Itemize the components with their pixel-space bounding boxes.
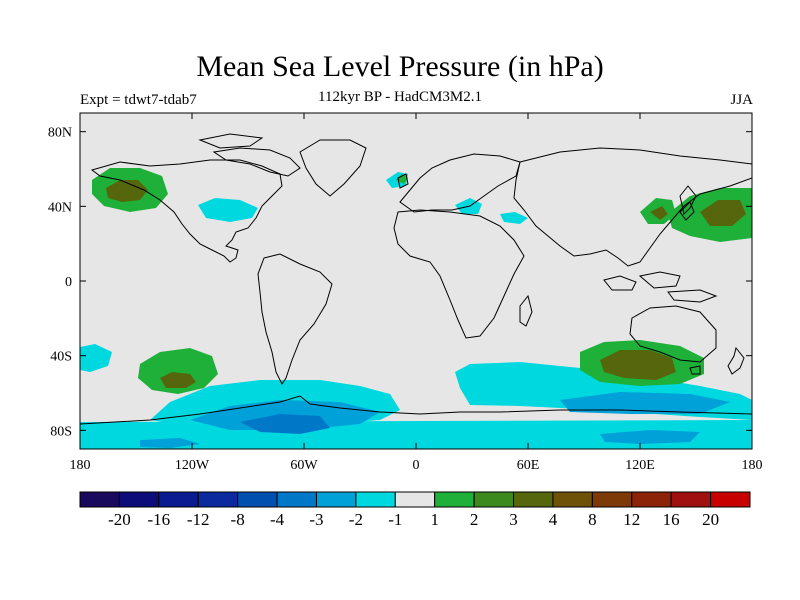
experiment-label: Expt = tdwt7-tdab7: [80, 92, 197, 108]
colorbar-label: 3: [509, 510, 518, 529]
x-tick-label: 0: [413, 458, 420, 473]
colorbar-swatch: [197, 491, 239, 508]
colorbar-swatch: [591, 491, 633, 508]
colorbar: [79, 491, 751, 508]
coastlines: [80, 133, 752, 425]
y-tick-label: 80N: [48, 126, 72, 141]
colorbar-label: -20: [108, 510, 131, 529]
colorbar-swatch: [670, 491, 712, 508]
colorbar-label: -1: [388, 510, 402, 529]
colorbar-swatch: [355, 491, 396, 508]
x-tick-label: 60E: [517, 458, 540, 473]
colorbar-label: 12: [623, 510, 640, 529]
contour-positive-highs: [92, 168, 752, 394]
contour-southern-ocean: [80, 344, 752, 449]
colorbar-swatch: [473, 491, 515, 508]
colorbar-swatch: [79, 491, 120, 508]
colorbar-swatch: [276, 491, 317, 508]
x-tick-label: 60W: [290, 458, 318, 473]
map-panel: [80, 113, 752, 449]
colorbar-label: -8: [231, 510, 245, 529]
colorbar-swatch: [315, 491, 357, 508]
y-tick-label: 40N: [48, 200, 72, 215]
colorbar-swatch: [158, 491, 199, 508]
colorbar-swatch: [394, 491, 436, 508]
y-tick-label: 80S: [50, 424, 72, 439]
map-ticks: [79, 113, 753, 449]
colorbar-label: 1: [430, 510, 439, 529]
chart-subtitle: 112kyr BP - HadCM3M2.1: [318, 89, 482, 105]
colorbar-label: -12: [187, 510, 210, 529]
map-tick-labels: 180 120W 60W 0 60E 120E 180 80N 40N 0 40S 80S: [48, 126, 763, 473]
y-tick-label: 0: [65, 275, 72, 290]
colorbar-label: -2: [349, 510, 363, 529]
season-label: JJA: [730, 92, 753, 108]
colorbar-label: 4: [549, 510, 558, 529]
colorbar-label: -3: [309, 510, 323, 529]
colorbar-swatch: [631, 491, 672, 508]
x-tick-label: 120E: [625, 458, 655, 473]
chart-title: Mean Sea Level Pressure (in hPa): [196, 50, 604, 83]
colorbar-label: -16: [147, 510, 170, 529]
colorbar-swatch: [237, 491, 278, 508]
colorbar-labels: -20 -16 -12 -8 -4 -3 -2 -1 1 2 3 4 8 12 16 20: [108, 510, 719, 529]
x-tick-label: 180: [70, 458, 91, 473]
y-tick-label: 40S: [50, 350, 72, 365]
colorbar-swatch: [513, 491, 554, 508]
colorbar-label: 16: [663, 510, 680, 529]
colorbar-label: 20: [702, 510, 719, 529]
colorbar-label: -4: [270, 510, 285, 529]
colorbar-label: 8: [588, 510, 597, 529]
colorbar-swatch: [552, 491, 593, 508]
x-tick-label: 120W: [175, 458, 210, 473]
colorbar-swatch: [118, 491, 160, 508]
colorbar-swatch: [710, 491, 751, 508]
x-tick-label: 180: [742, 458, 763, 473]
colorbar-label: 2: [470, 510, 479, 529]
colorbar-swatch: [434, 491, 475, 508]
